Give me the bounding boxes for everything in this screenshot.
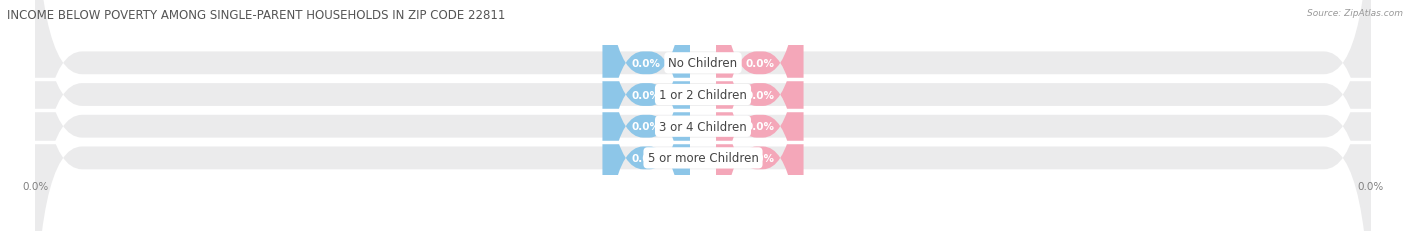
FancyBboxPatch shape bbox=[603, 0, 689, 231]
Text: 0.0%: 0.0% bbox=[745, 122, 775, 132]
Text: 0.0%: 0.0% bbox=[631, 153, 661, 163]
FancyBboxPatch shape bbox=[603, 0, 689, 231]
FancyBboxPatch shape bbox=[35, 0, 1371, 231]
Text: 0.0%: 0.0% bbox=[631, 90, 661, 100]
Text: Source: ZipAtlas.com: Source: ZipAtlas.com bbox=[1308, 9, 1403, 18]
Text: 1 or 2 Children: 1 or 2 Children bbox=[659, 89, 747, 102]
FancyBboxPatch shape bbox=[716, 0, 803, 231]
Text: 5 or more Children: 5 or more Children bbox=[648, 152, 758, 165]
Text: 0.0%: 0.0% bbox=[745, 153, 775, 163]
FancyBboxPatch shape bbox=[35, 0, 1371, 231]
FancyBboxPatch shape bbox=[603, 0, 689, 231]
FancyBboxPatch shape bbox=[716, 0, 803, 231]
Text: 0.0%: 0.0% bbox=[745, 59, 775, 69]
FancyBboxPatch shape bbox=[716, 0, 803, 231]
FancyBboxPatch shape bbox=[35, 0, 1371, 231]
Text: 3 or 4 Children: 3 or 4 Children bbox=[659, 120, 747, 133]
Text: INCOME BELOW POVERTY AMONG SINGLE-PARENT HOUSEHOLDS IN ZIP CODE 22811: INCOME BELOW POVERTY AMONG SINGLE-PARENT… bbox=[7, 9, 505, 22]
Text: 0.0%: 0.0% bbox=[631, 59, 661, 69]
FancyBboxPatch shape bbox=[603, 0, 689, 231]
Text: 0.0%: 0.0% bbox=[631, 122, 661, 132]
FancyBboxPatch shape bbox=[35, 0, 1371, 231]
Text: 0.0%: 0.0% bbox=[745, 90, 775, 100]
Text: No Children: No Children bbox=[668, 57, 738, 70]
FancyBboxPatch shape bbox=[716, 0, 803, 231]
